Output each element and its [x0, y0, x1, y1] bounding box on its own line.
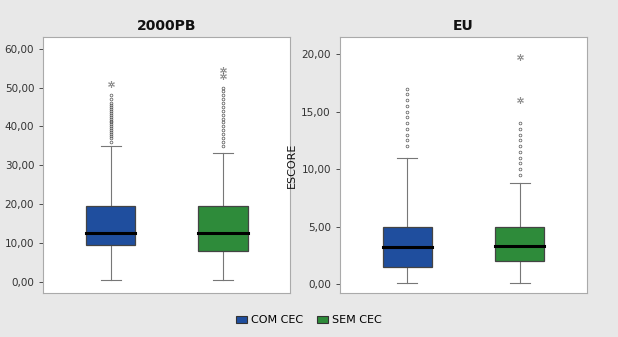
Bar [383, 226, 432, 267]
Bar [86, 206, 135, 245]
Y-axis label: ESCORE: ESCORE [287, 143, 297, 188]
Title: EU: EU [453, 19, 474, 33]
Legend: COM CEC, SEM CEC: COM CEC, SEM CEC [231, 311, 387, 330]
Bar [198, 206, 248, 250]
Title: 2000PB: 2000PB [137, 19, 197, 33]
Bar [495, 226, 544, 261]
